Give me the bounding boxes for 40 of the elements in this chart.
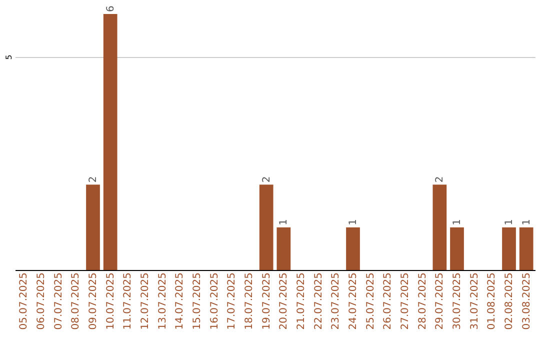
y-tick-label: 5 — [4, 54, 14, 60]
x-tick-label: 18.07.2025 — [244, 272, 255, 330]
x-tick-label: 20.07.2025 — [278, 272, 290, 330]
x-tick-label: 12.07.2025 — [140, 272, 151, 330]
x-tick-label: 16.07.2025 — [209, 272, 220, 330]
data-label: 1 — [504, 218, 515, 226]
x-tick-label: 02.08.2025 — [504, 272, 515, 330]
data-label: 2 — [261, 176, 272, 183]
x-tick-label: 25.07.2025 — [365, 272, 376, 330]
data-label: 1 — [348, 218, 359, 226]
data-label: 2 — [434, 176, 446, 183]
x-tick-label: 13.07.2025 — [157, 272, 168, 330]
x-tick-label: 28.07.2025 — [417, 272, 428, 330]
x-tick-label: 24.07.2025 — [348, 272, 359, 330]
data-label: 6 — [105, 6, 116, 12]
data-label: 1 — [521, 218, 532, 226]
x-tick-label: 03.08.2025 — [521, 272, 532, 330]
x-tick-label: 01.08.2025 — [486, 272, 498, 330]
x-tick-label: 10.07.2025 — [105, 272, 116, 330]
x-tick-label: 14.07.2025 — [174, 272, 186, 330]
data-label: 1 — [452, 218, 463, 226]
x-tick-label: 30.07.2025 — [452, 272, 463, 330]
x-tick-label: 15.07.2025 — [192, 272, 203, 330]
x-tick-label: 21.07.2025 — [296, 272, 307, 330]
x-tick-label: 27.07.2025 — [400, 272, 411, 330]
x-tick-label: 29.07.2025 — [434, 272, 446, 330]
data-label: 2 — [88, 176, 99, 183]
x-tick-label: 09.07.2025 — [88, 272, 99, 330]
x-tick-label: 26.07.2025 — [382, 272, 394, 330]
x-tick-label: 08.07.2025 — [70, 272, 82, 330]
x-tick-label: 23.07.2025 — [330, 272, 342, 330]
x-tick-label: 06.07.2025 — [36, 272, 47, 330]
x-tick-label: 07.07.2025 — [53, 272, 64, 330]
x-tick-label: 11.07.2025 — [122, 272, 134, 330]
x-tick-label: 19.07.2025 — [261, 272, 272, 330]
x-tick-label: 05.07.2025 — [18, 272, 30, 330]
x-tick-label: 17.07.2025 — [226, 272, 238, 330]
x-tick-label: 31.07.2025 — [469, 272, 480, 330]
x-tick-label: 22.07.2025 — [313, 272, 324, 330]
data-label: 1 — [278, 218, 290, 226]
